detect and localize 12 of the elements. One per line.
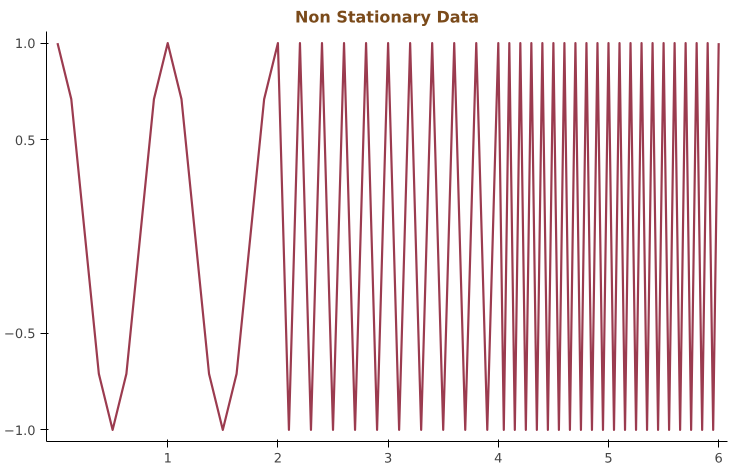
y-tick-label: −0.5 — [4, 327, 36, 342]
y-tick-label: −1.0 — [4, 424, 36, 439]
chart-title: Non Stationary Data — [294, 8, 480, 26]
x-tick-label: 3 — [384, 452, 392, 465]
line-series — [56, 42, 720, 431]
x-tick-label: 4 — [494, 452, 502, 465]
x-tick-label: 2 — [274, 452, 282, 465]
y-tick-label: 1.0 — [14, 37, 36, 52]
x-tick-label: 6 — [714, 452, 723, 465]
x-tick-label: 1 — [164, 452, 172, 465]
y-tick-label: 0.5 — [14, 134, 36, 149]
x-tick-label: 5 — [604, 452, 613, 465]
